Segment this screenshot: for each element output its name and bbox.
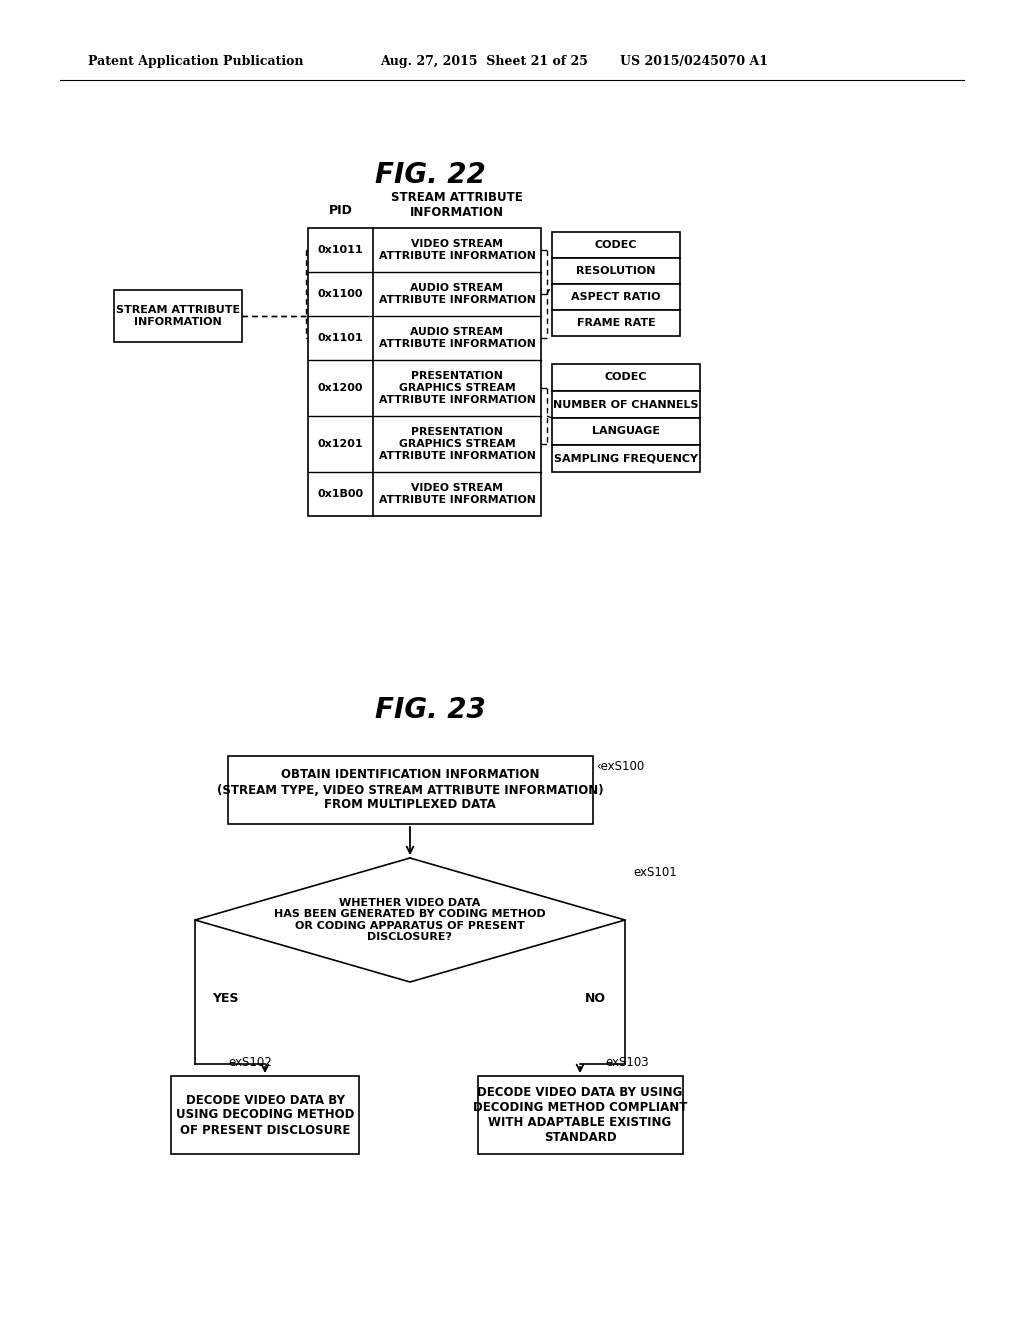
Text: RESOLUTION: RESOLUTION — [577, 267, 655, 276]
Bar — [552, 310, 680, 337]
Bar — [171, 1076, 359, 1154]
Bar — [552, 364, 700, 391]
Bar — [552, 232, 680, 257]
Text: 0x1201: 0x1201 — [317, 440, 364, 449]
Bar — [552, 445, 700, 473]
Text: exS103: exS103 — [605, 1056, 648, 1068]
Text: FIG. 23: FIG. 23 — [375, 696, 485, 723]
Bar — [552, 418, 700, 445]
Bar — [477, 1076, 683, 1154]
Text: DECODE VIDEO DATA BY USING
DECODING METHOD COMPLIANT
WITH ADAPTABLE EXISTING
STA: DECODE VIDEO DATA BY USING DECODING METH… — [473, 1086, 687, 1144]
Text: PRESENTATION
GRAPHICS STREAM
ATTRIBUTE INFORMATION: PRESENTATION GRAPHICS STREAM ATTRIBUTE I… — [379, 371, 536, 405]
Text: VIDEO STREAM
ATTRIBUTE INFORMATION: VIDEO STREAM ATTRIBUTE INFORMATION — [379, 483, 536, 504]
Text: PID: PID — [329, 203, 352, 216]
Text: 0x1011: 0x1011 — [317, 246, 364, 255]
Text: SAMPLING FREQUENCY: SAMPLING FREQUENCY — [554, 454, 698, 463]
Text: WHETHER VIDEO DATA
HAS BEEN GENERATED BY CODING METHOD
OR CODING APPARATUS OF PR: WHETHER VIDEO DATA HAS BEEN GENERATED BY… — [274, 898, 546, 942]
Text: STREAM ATTRIBUTE
INFORMATION: STREAM ATTRIBUTE INFORMATION — [391, 191, 523, 219]
Text: STREAM ATTRIBUTE
INFORMATION: STREAM ATTRIBUTE INFORMATION — [116, 305, 240, 327]
Text: 0x1B00: 0x1B00 — [317, 488, 364, 499]
Bar — [308, 228, 541, 516]
Text: Patent Application Publication: Patent Application Publication — [88, 55, 303, 69]
Text: LANGUAGE: LANGUAGE — [592, 426, 660, 437]
Bar — [552, 257, 680, 284]
Text: DECODE VIDEO DATA BY
USING DECODING METHOD
OF PRESENT DISCLOSURE: DECODE VIDEO DATA BY USING DECODING METH… — [176, 1093, 354, 1137]
Text: FIG. 22: FIG. 22 — [375, 161, 485, 189]
Text: NUMBER OF CHANNELS: NUMBER OF CHANNELS — [553, 400, 698, 409]
Bar — [114, 290, 242, 342]
Text: PRESENTATION
GRAPHICS STREAM
ATTRIBUTE INFORMATION: PRESENTATION GRAPHICS STREAM ATTRIBUTE I… — [379, 428, 536, 461]
Text: ‹exS100: ‹exS100 — [597, 759, 645, 772]
Text: AUDIO STREAM
ATTRIBUTE INFORMATION: AUDIO STREAM ATTRIBUTE INFORMATION — [379, 327, 536, 348]
Bar — [227, 756, 593, 824]
Text: AUDIO STREAM
ATTRIBUTE INFORMATION: AUDIO STREAM ATTRIBUTE INFORMATION — [379, 284, 536, 305]
Text: NO: NO — [585, 991, 605, 1005]
Text: CODEC: CODEC — [595, 240, 637, 249]
Text: US 2015/0245070 A1: US 2015/0245070 A1 — [620, 55, 768, 69]
Text: exS102: exS102 — [228, 1056, 272, 1068]
Text: 0x1100: 0x1100 — [317, 289, 364, 300]
Bar — [552, 391, 700, 418]
Text: exS101: exS101 — [633, 866, 677, 879]
Text: Aug. 27, 2015  Sheet 21 of 25: Aug. 27, 2015 Sheet 21 of 25 — [380, 55, 588, 69]
Text: 0x1200: 0x1200 — [317, 383, 364, 393]
Bar — [552, 284, 680, 310]
Text: ASPECT RATIO: ASPECT RATIO — [571, 292, 660, 302]
Text: FRAME RATE: FRAME RATE — [577, 318, 655, 327]
Text: VIDEO STREAM
ATTRIBUTE INFORMATION: VIDEO STREAM ATTRIBUTE INFORMATION — [379, 239, 536, 261]
Text: OBTAIN IDENTIFICATION INFORMATION
(STREAM TYPE, VIDEO STREAM ATTRIBUTE INFORMATI: OBTAIN IDENTIFICATION INFORMATION (STREA… — [217, 768, 603, 812]
Text: 0x1101: 0x1101 — [317, 333, 364, 343]
Text: CODEC: CODEC — [605, 372, 647, 383]
Text: YES: YES — [212, 991, 239, 1005]
